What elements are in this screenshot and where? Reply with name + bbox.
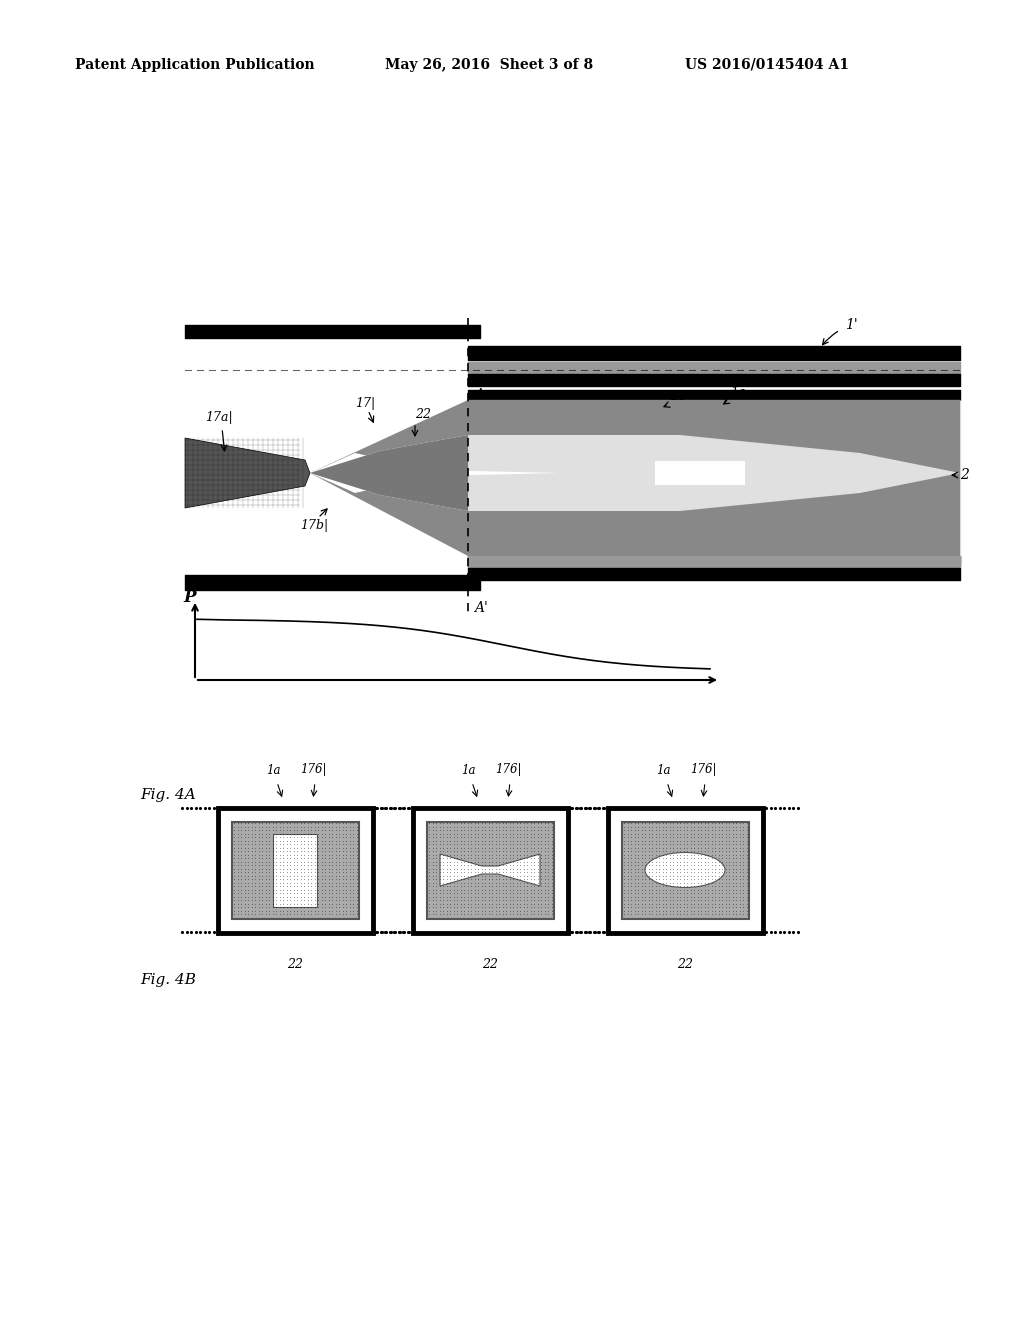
Bar <box>622 822 749 919</box>
Polygon shape <box>185 438 310 508</box>
Polygon shape <box>310 473 961 556</box>
Text: Fig. 4B: Fig. 4B <box>140 973 196 987</box>
Text: 1a: 1a <box>266 763 281 776</box>
Bar <box>655 461 745 484</box>
Text: 176|: 176| <box>495 763 521 776</box>
Text: 2: 2 <box>961 469 969 482</box>
Ellipse shape <box>645 853 725 887</box>
Text: 176|: 176| <box>690 763 716 776</box>
Text: 22: 22 <box>677 957 693 970</box>
Text: Fig. 4A: Fig. 4A <box>140 788 196 803</box>
Bar <box>608 808 763 933</box>
Bar <box>413 808 568 933</box>
Text: US 2016/0145404 A1: US 2016/0145404 A1 <box>685 58 849 73</box>
Text: 176|: 176| <box>300 763 327 776</box>
Text: Patent Application Publication: Patent Application Publication <box>75 58 314 73</box>
Text: 1': 1' <box>845 318 858 333</box>
Text: 17a|: 17a| <box>205 412 232 425</box>
Polygon shape <box>310 473 468 511</box>
Text: 21: 21 <box>670 389 686 403</box>
Bar <box>273 834 317 907</box>
Text: 22: 22 <box>482 957 498 970</box>
Text: 1a: 1a <box>655 763 671 776</box>
Text: 17|: 17| <box>355 396 375 409</box>
Text: A: A <box>474 388 484 403</box>
Text: 22: 22 <box>287 957 303 970</box>
Text: A': A' <box>474 601 487 615</box>
Text: P: P <box>183 589 196 606</box>
Bar <box>218 808 373 933</box>
Text: 1a: 1a <box>730 385 745 399</box>
Text: 1a: 1a <box>461 763 475 776</box>
Polygon shape <box>310 400 961 473</box>
Text: 22: 22 <box>415 408 431 421</box>
Polygon shape <box>440 854 540 886</box>
Bar <box>232 822 359 919</box>
Polygon shape <box>310 436 468 473</box>
Text: 17b|: 17b| <box>300 519 329 532</box>
Text: May 26, 2016  Sheet 3 of 8: May 26, 2016 Sheet 3 of 8 <box>385 58 593 73</box>
Polygon shape <box>310 453 560 492</box>
Bar <box>427 822 554 919</box>
